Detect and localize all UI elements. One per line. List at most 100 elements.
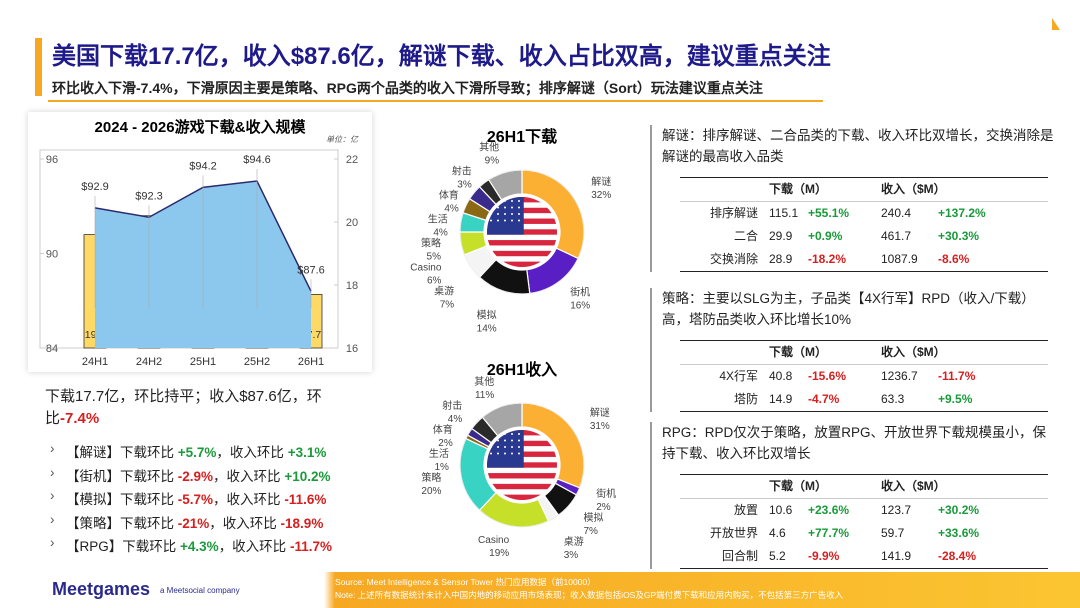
summary: 下载17.7亿，环比持平；收入$87.6亿，环比-7.4% (45, 386, 365, 430)
slice-label: 4% (448, 414, 463, 425)
us-flag (487, 430, 557, 500)
slice-name: 体育 (433, 423, 453, 436)
section-text: RPG：RPD仅次于策略，放置RPG、开放世界下载规模虽小，保持下载、收入环比双… (662, 425, 1047, 461)
flag-star (511, 433, 513, 435)
summary-item: 【模拟】下载环比 -5.7%，收入环比 -11.6% (50, 488, 376, 512)
slice-name: 桌游 (564, 535, 584, 548)
chart-title: 2024 - 2026游戏下载&收入规模 (95, 118, 307, 136)
flag-stripe (487, 261, 557, 267)
download-change: -2.9% (177, 468, 214, 484)
slice-label: 4% (444, 203, 459, 214)
slice-label: 16% (570, 300, 590, 311)
slice-label: 3% (457, 179, 472, 190)
y-tick-label: 96 (46, 154, 58, 166)
revenue-change: +30.2% (938, 503, 980, 517)
flag-star (511, 206, 513, 209)
flag-star (518, 213, 520, 215)
revenue-change: -11.7% (289, 539, 332, 554)
slice-name: 模拟 (584, 511, 604, 524)
slice-label: 2% (596, 502, 611, 513)
table-row: 回合制 5.2 -9.9% 141.9 -28.4% (680, 545, 1048, 569)
revenue-change: -8.6% (938, 252, 970, 266)
revenue: 59.7 (881, 526, 905, 540)
slice-label: 7% (440, 299, 455, 310)
summary-change: -7.4% (60, 410, 100, 427)
flag-star (518, 200, 520, 202)
item-separator: ，收入环比 (213, 492, 281, 507)
header-blank (680, 474, 768, 499)
row-name: 交换消除 (709, 252, 758, 266)
flag-star (511, 439, 513, 442)
slice-label: 32% (591, 190, 611, 201)
flag-star (511, 452, 513, 455)
flag-star (504, 446, 506, 448)
flag-star (504, 219, 506, 222)
y2-tick-label: 18 (346, 280, 358, 292)
x-tick-label: 25H1 (190, 356, 216, 368)
y-tick-label: 90 (46, 249, 58, 261)
donut-outline (459, 169, 585, 295)
header-blank (680, 340, 768, 365)
flag-stripe (487, 250, 557, 257)
summary-item: 【解谜】下载环比 +5.7%，收入环比 +3.1% (50, 441, 376, 465)
flag-stripe (487, 478, 557, 485)
row-name: 塔防 (733, 392, 758, 406)
revenue: 461.7 (881, 229, 912, 243)
slice-name: 其他 (479, 140, 499, 153)
row-name: 开放世界 (709, 526, 758, 540)
slice-label: 4% (433, 227, 448, 238)
revenue: 141.9 (881, 549, 912, 563)
us-flag (487, 197, 557, 267)
column-header: 下载（M） (768, 340, 880, 365)
summary-item: 【RPG】下载环比 +4.3%，收入环比 -11.7% (50, 535, 376, 559)
slice-label: 19% (489, 548, 509, 559)
unit: 单位：亿 (326, 135, 359, 144)
section-text: 策略：主要以SLG为主，子品类【4X行军】RPD（收入/下载）高，塔防品类收入环… (662, 291, 1035, 327)
download-change: -9.9% (808, 549, 840, 563)
slice-name: 其他 (474, 375, 494, 388)
flag-star (504, 433, 506, 435)
y2-tick-label: 20 (346, 217, 358, 229)
section: 解谜：排序解谜、二合品类的下载、收入环比双增长，交换消除是解谜的最高收入品类 下载… (650, 125, 1055, 272)
row-name: 排序解谜 (709, 206, 758, 220)
value-label: $92.9 (81, 181, 109, 193)
value-label: $94.6 (243, 154, 271, 166)
revenue: 123.7 (881, 503, 912, 517)
summary-headline: 下载17.7亿，环比持平；收入$87.6亿，环比 (45, 388, 322, 427)
download-change: -5.7% (177, 492, 214, 507)
flag-star (497, 206, 499, 209)
revenue: 1236.7 (881, 369, 918, 383)
note: Note: 上述所有数据统计未计入中国内地的移动应用市场表现；收入数据包括iOS… (335, 590, 844, 600)
donut-title: 26H1下载 (487, 128, 557, 146)
source: Source: Meet Intelligence & Sensor Tower… (335, 577, 596, 587)
slice-label: 20% (421, 486, 441, 497)
accent-bar (35, 38, 42, 96)
section-table: 下载（M） 收入（$M） 4X行军 40.8 -15.6% 1236.7 -11.7% 塔防 1… (680, 340, 1048, 412)
slice-name: Casino (478, 535, 510, 546)
download: 40.8 (769, 369, 793, 383)
value-label: $87.6 (297, 264, 325, 276)
brand: Meetgames (52, 579, 151, 599)
donut-title: 26H1收入 (487, 360, 557, 379)
row-name: 二合 (733, 229, 758, 243)
y2-tick-label: 22 (346, 154, 358, 166)
slice-label: 2% (438, 438, 453, 449)
download-change: +5.7% (177, 445, 217, 460)
row-name: 放置 (733, 503, 758, 517)
download-change: -15.6% (808, 369, 847, 383)
slice-name: 策略 (421, 236, 441, 249)
value-label: $94.2 (189, 160, 217, 172)
summary-item: 【策略】下载环比 -21%，收入环比 -18.9% (50, 512, 376, 536)
download-change: +55.1% (808, 206, 850, 220)
slice-name: 街机 (596, 487, 616, 500)
y2-tick-label: 16 (346, 343, 358, 355)
column-header: 收入（$M） (880, 474, 1048, 499)
table-row: 交换消除 28.9 -18.2% 1087.9 -8.6% (680, 248, 1048, 272)
download: 5.2 (769, 549, 786, 563)
revenue-change: -18.9% (280, 515, 324, 531)
flag-star (504, 213, 506, 215)
flag-star (518, 219, 520, 222)
download: 29.9 (769, 229, 793, 243)
flag-stripe (487, 234, 557, 241)
